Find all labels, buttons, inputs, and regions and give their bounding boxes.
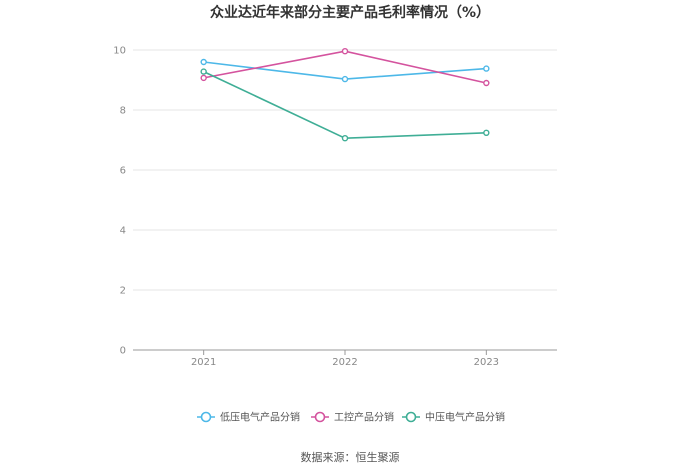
y-tick-label: 6 [120, 166, 126, 177]
chart-title: 众业达近年来部分主要产品毛利率情况（%） [210, 4, 490, 21]
x-tick-label: 2022 [332, 357, 357, 368]
data-point[interactable] [200, 68, 207, 75]
legend-label[interactable]: 中压电气产品分销 [425, 411, 505, 424]
data-point[interactable] [200, 58, 207, 66]
data-point[interactable] [341, 48, 349, 55]
legend-label[interactable]: 低压电气产品分销 [220, 411, 300, 424]
data-point[interactable] [483, 65, 490, 72]
legend: 低压电气产品分销 工控产品分销 中压电气产品分销 [197, 411, 505, 424]
legend-label[interactable]: 工控产品分销 [334, 411, 394, 424]
x-tick-label: 2021 [191, 357, 216, 368]
series-group [200, 48, 490, 142]
data-point[interactable] [200, 74, 207, 82]
legend-marker [200, 411, 212, 423]
data-source: 数据来源：恒生聚源 [301, 450, 400, 464]
data-point[interactable] [483, 129, 490, 137]
y-axis-ticks: 0 2 4 6 8 10 [113, 46, 126, 357]
legend-marker [405, 411, 417, 423]
y-tick-label: 10 [113, 46, 126, 57]
data-point[interactable] [341, 134, 349, 142]
y-tick-label: 2 [120, 286, 126, 297]
gridlines [133, 49, 557, 291]
y-tick-label: 0 [120, 346, 126, 357]
data-point[interactable] [483, 79, 490, 87]
x-tick-label: 2023 [474, 357, 499, 368]
legend-marker [314, 411, 326, 423]
data-point[interactable] [341, 75, 349, 83]
x-axis-ticks: 2021 2022 2023 [191, 350, 499, 368]
y-tick-label: 8 [120, 106, 126, 117]
y-tick-label: 4 [120, 226, 126, 237]
